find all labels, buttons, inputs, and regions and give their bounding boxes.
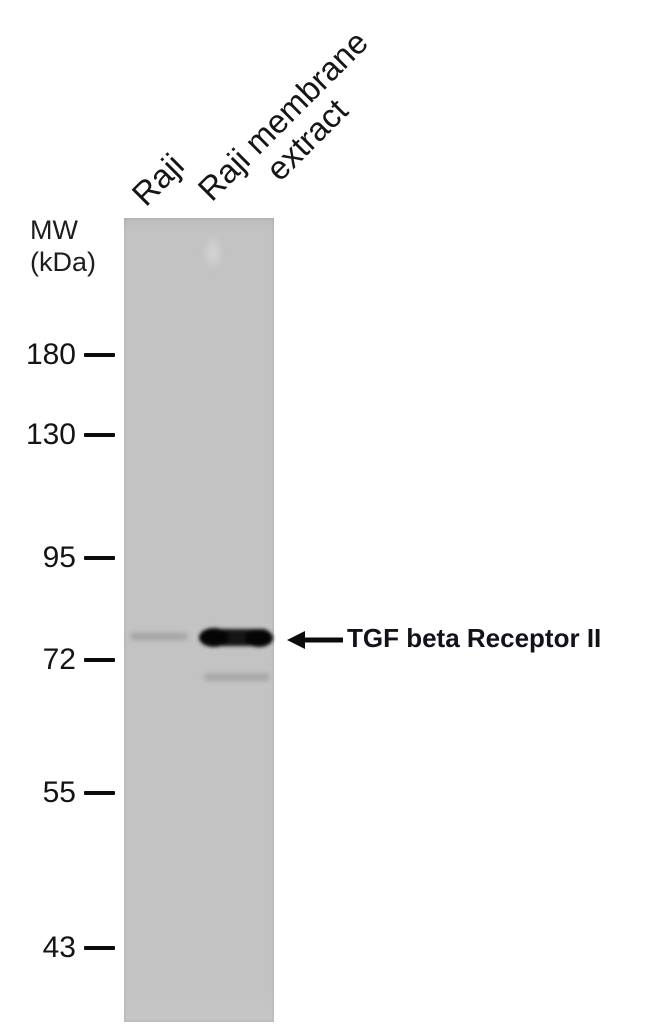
mw-marker-130: 130 [0,418,115,452]
gel-smudge [202,234,224,272]
mw-axis-title: MW (kDa) [30,214,96,278]
mw-marker-tick [84,658,115,662]
mw-axis-title-line-2: (kDa) [30,247,96,277]
mw-axis-title-line-1: MW [30,215,78,245]
band-raji-membrane-extract-faint [204,673,270,681]
lane-label-raji-membrane-extract-text: Raji membrane extract [191,23,398,231]
band-raji-faint [130,633,188,640]
band-annotation-label: TGF beta Receptor II [347,623,602,653]
mw-marker-tick [84,556,115,560]
mw-marker-label: 130 [25,418,76,451]
band-raji-membrane-extract-strong [199,628,273,647]
lane-label-raji-text: Raji [124,146,191,213]
mw-marker-43: 43 [0,931,115,965]
mw-marker-label: 72 [42,643,76,676]
mw-marker-180: 180 [0,338,115,372]
mw-marker-55: 55 [0,776,115,810]
gel-membrane-strip [124,218,274,1022]
mw-marker-label: 55 [42,776,76,809]
mw-marker-95: 95 [0,541,115,575]
arrow-left-icon [287,631,343,649]
mw-marker-label: 180 [25,338,76,371]
mw-marker-72: 72 [0,643,115,677]
mw-marker-tick [84,946,115,950]
mw-marker-label: 95 [42,541,76,574]
mw-marker-tick [84,433,115,437]
mw-marker-tick [84,791,115,795]
mw-marker-tick [84,353,115,357]
mw-marker-label: 43 [42,931,76,964]
